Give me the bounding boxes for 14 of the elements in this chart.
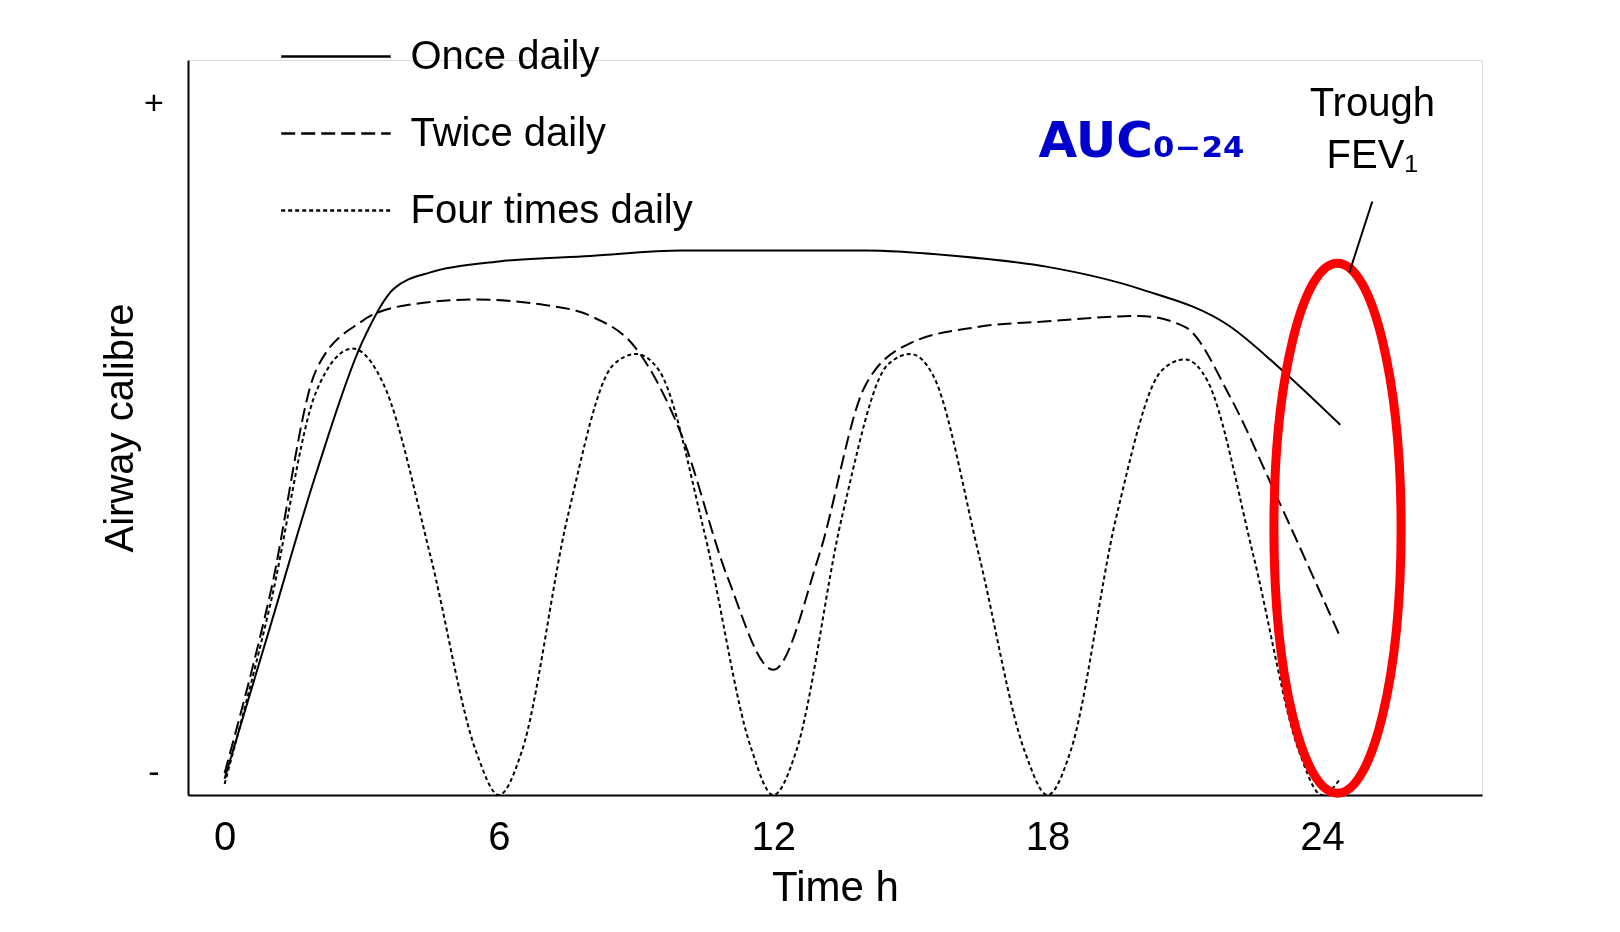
x-tick-label: 24 xyxy=(1300,813,1345,858)
x-tick-label: 6 xyxy=(488,813,511,858)
text: + xyxy=(144,82,164,121)
text: - xyxy=(148,752,160,791)
x-tick-label: 18 xyxy=(1025,813,1071,858)
legend-label: Once daily xyxy=(410,32,600,77)
x-axis-title: Time h xyxy=(772,862,899,910)
legend-label: Twice daily xyxy=(410,109,607,154)
x-tick-label: 12 xyxy=(751,813,797,858)
legend-label: Four times daily xyxy=(410,186,693,231)
y-axis-title: Airway calibre xyxy=(96,303,141,553)
text: Trough FEV₁ xyxy=(1309,79,1435,176)
text: AUC₀₋₂₄ xyxy=(1038,110,1246,169)
x-tick-label: 0 xyxy=(213,813,237,858)
